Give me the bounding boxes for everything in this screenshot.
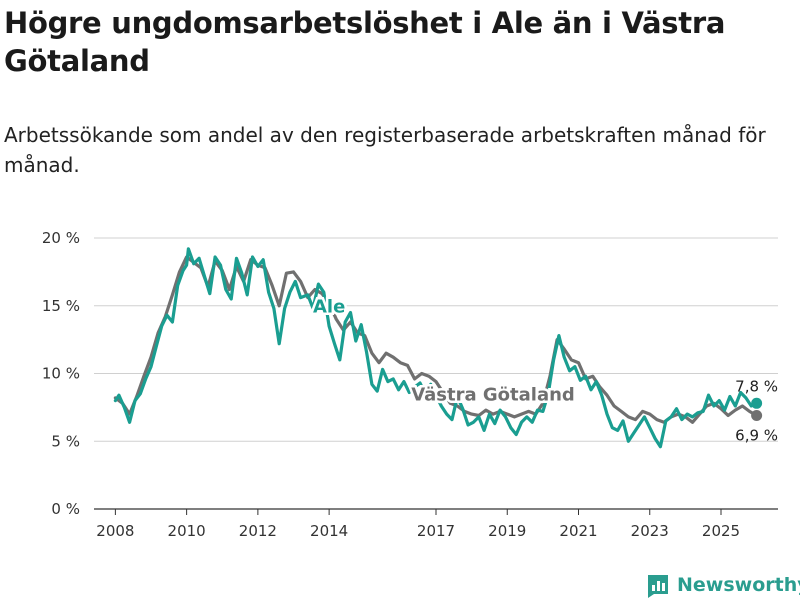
end-label-vastra-gotaland: 6,9 % [735,427,778,445]
y-tick-label: 0 % [51,500,80,518]
x-tick-label: 2010 [168,522,206,540]
x-tick-label: 2025 [702,522,740,540]
end-point-ale [751,397,763,409]
end-label-ale: 7,8 % [735,377,778,395]
x-tick-label: 2021 [559,522,597,540]
x-tick-label: 2023 [631,522,669,540]
x-tick-label: 2012 [239,522,277,540]
series-line-ale [113,247,759,449]
series-label-vastra-gotaland: Västra Götaland [411,385,575,406]
x-tick-label: 2019 [488,522,526,540]
x-tick-label: 2008 [96,522,134,540]
newsworthy-logo[interactable]: Newsworthy [645,570,800,600]
y-tick-label: 15 % [42,297,80,315]
y-tick-label: 5 % [51,432,80,450]
y-axis: 0 % 5 % 10 % 15 % 20 % [42,229,80,518]
x-tick-label: 2014 [310,522,348,540]
x-axis: 2008 2010 2012 2014 2017 2019 2021 2023 2025 [96,509,740,540]
y-tick-label: 10 % [42,365,80,383]
x-tick-label: 2017 [417,522,455,540]
series-labels: 6,9 % 7,8 % Västra Götaland Ale [310,294,778,445]
gridlines [94,237,778,510]
brand-name: Newsworthy [677,574,800,596]
bar-chart-logo-icon [648,575,668,598]
chart-subtitle: Arbetssökande som andel av den registerb… [4,123,766,177]
end-point-vastra-gotaland [751,410,763,422]
series-lines [113,247,763,449]
chart-title: Högre ungdomsarbetslöshet i Ale än i Väs… [4,6,726,78]
series-label-ale: Ale [313,297,345,318]
y-tick-label: 20 % [42,229,80,247]
